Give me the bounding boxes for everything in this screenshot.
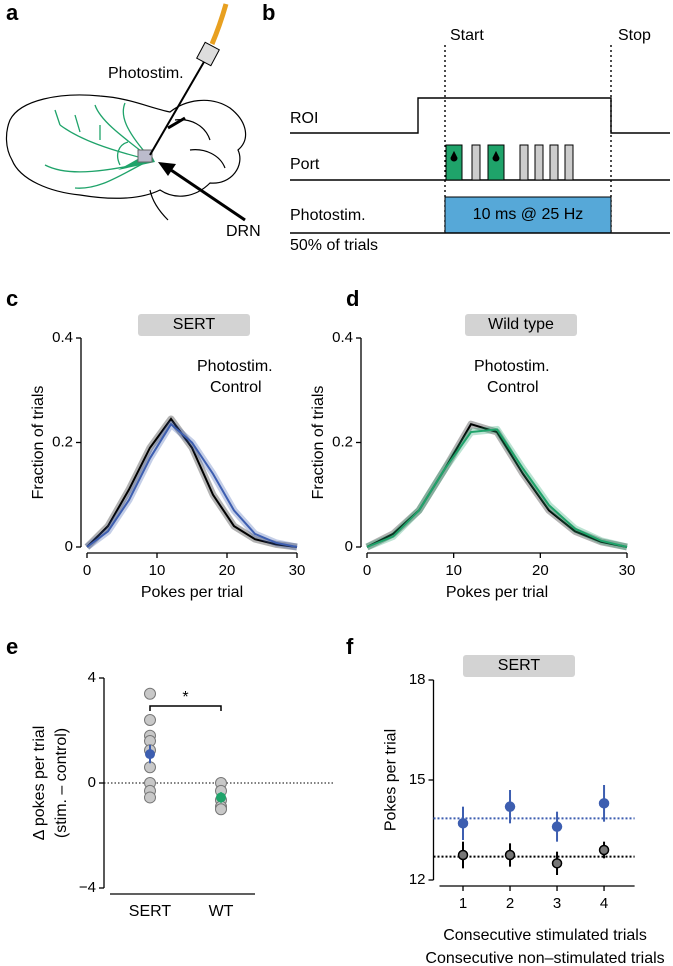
y-tick-label: 0 [88,774,96,791]
x-tick-label: 10 [149,562,166,579]
point [551,821,563,832]
point [144,714,156,726]
panel-letter: a [6,0,19,25]
y-axis-label: Pokes per trial [383,729,400,831]
legend-entry: Control [487,379,539,396]
y-tick-label: 0 [65,538,73,555]
stim-box [444,196,612,234]
y-tick-label: 0.2 [332,433,353,450]
row-label: Photostim. [290,207,366,224]
projection-fibers [44,102,151,189]
tag-box [465,314,577,336]
series-line [366,428,628,548]
arrow [167,116,186,130]
x-axis-label: Consecutive non–stimulated trials [425,950,664,966]
panel-letter: f [346,634,354,659]
significance: * [182,689,188,706]
port-events [445,144,574,181]
panel-letter: b [262,0,275,25]
fiber-tip [137,149,153,163]
x-axis-label: Pokes per trial [141,584,243,601]
y-tick-label: 18 [409,671,426,688]
x-tick-label: 0 [363,562,371,579]
x-tick-label: 3 [553,895,561,912]
y-axis-label: (stim. – control) [53,728,70,838]
y-tick-label: 12 [409,871,426,888]
x-tick-label: 20 [532,562,549,579]
arrow-head [158,162,176,176]
target-label: DRN [226,223,261,240]
x-tick-label: 0 [83,562,91,579]
panel-letter: d [346,286,359,311]
ferrule [196,41,220,67]
legend-entry: Photostim. [197,358,273,375]
legend-entry: Control [210,379,262,396]
start-label: Start [450,27,484,44]
y-axis-label: Fraction of trials [310,386,327,500]
y-tick-label: 15 [409,771,426,788]
series-line [366,423,628,548]
x-tick-label: 30 [289,562,306,579]
y-tick-label: 0.4 [52,329,73,346]
mean-point [216,792,226,803]
point [144,761,156,774]
series-band [365,420,628,551]
tag: Wild type [488,316,554,333]
stop-label: Stop [618,27,651,44]
point [504,801,516,812]
tag: SERT [173,316,216,333]
note: 50% of trials [290,237,378,254]
x-axis-label: Pokes per trial [446,584,548,601]
y-axis-label: Δ pokes per trial [31,726,48,841]
y-axis-label: Fraction of trials [30,386,47,500]
cable [209,3,229,45]
x-tick-label: 20 [219,562,236,579]
x-tick-label: 1 [459,895,467,912]
x-axis-label: Consecutive stimulated trials [443,927,647,944]
point [598,844,610,856]
x-tick-label: 4 [600,895,608,912]
tag-box [463,655,575,677]
panel-letter: e [6,634,18,659]
tag-box [138,314,250,336]
mean-point [145,749,155,760]
panel-letter: c [6,286,18,311]
tag: SERT [498,657,541,674]
series-band [365,425,628,551]
x-tick-label: 2 [506,895,514,912]
point [457,849,469,861]
point [598,798,610,809]
x-tick-label: 10 [445,562,462,579]
legend-entry: Photostim. [474,358,550,375]
x-tick-label: SERT [129,903,172,920]
point [504,849,516,861]
y-tick-label: 0 [345,538,353,555]
series-line [86,422,298,548]
point [144,791,156,804]
optic-fiber [149,54,209,156]
point [215,803,227,816]
point [144,687,156,700]
arrow [167,166,246,222]
x-tick-label: WT [209,903,234,920]
y-tick-label: −4 [79,879,96,896]
x-tick-label: 30 [619,562,636,579]
series-line [86,417,298,548]
point [551,858,563,869]
brain-drawing [5,94,247,221]
row-label: Port [290,156,320,173]
row-label: ROI [290,110,318,127]
fiber-label: Photostim. [108,65,184,82]
y-tick-label: 0.4 [332,329,353,346]
point [457,818,469,829]
y-tick-label: 0.2 [52,433,73,450]
stim-label: 10 ms @ 25 Hz [473,206,584,223]
y-tick-label: 4 [88,669,96,686]
significance-bracket [149,705,222,711]
